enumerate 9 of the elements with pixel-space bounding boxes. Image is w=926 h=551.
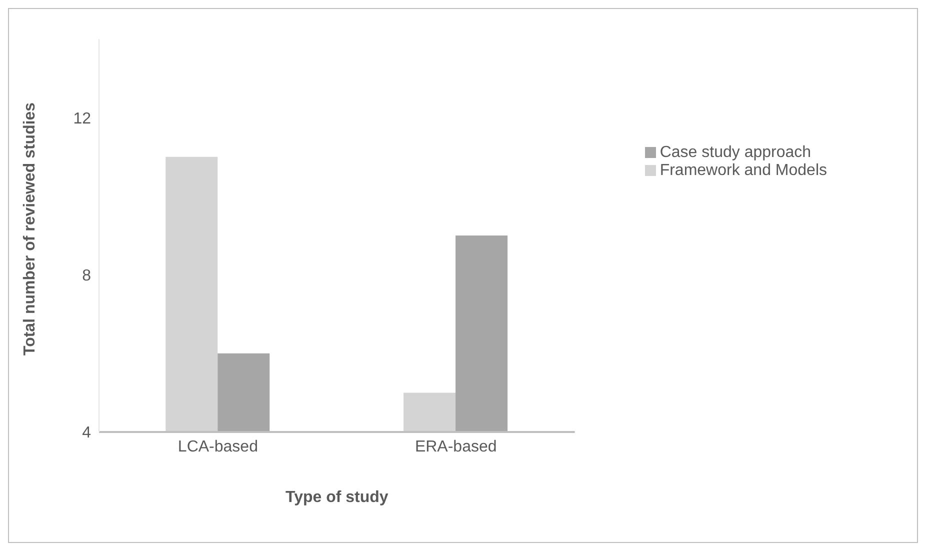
legend-label: Case study approach <box>660 144 812 161</box>
x-axis-title: Type of study <box>286 489 388 506</box>
y-axis-title: Total number of reviewed studies <box>22 102 39 356</box>
y-tick-label: 8 <box>82 267 92 284</box>
x-tick-label: LCA-based <box>178 438 258 456</box>
x-tick-label: ERA-based <box>414 438 497 456</box>
legend-label: Framework and Models <box>660 162 827 179</box>
y-tick-label: 4 <box>82 424 92 442</box>
y-tick-label: 12 <box>73 110 92 128</box>
